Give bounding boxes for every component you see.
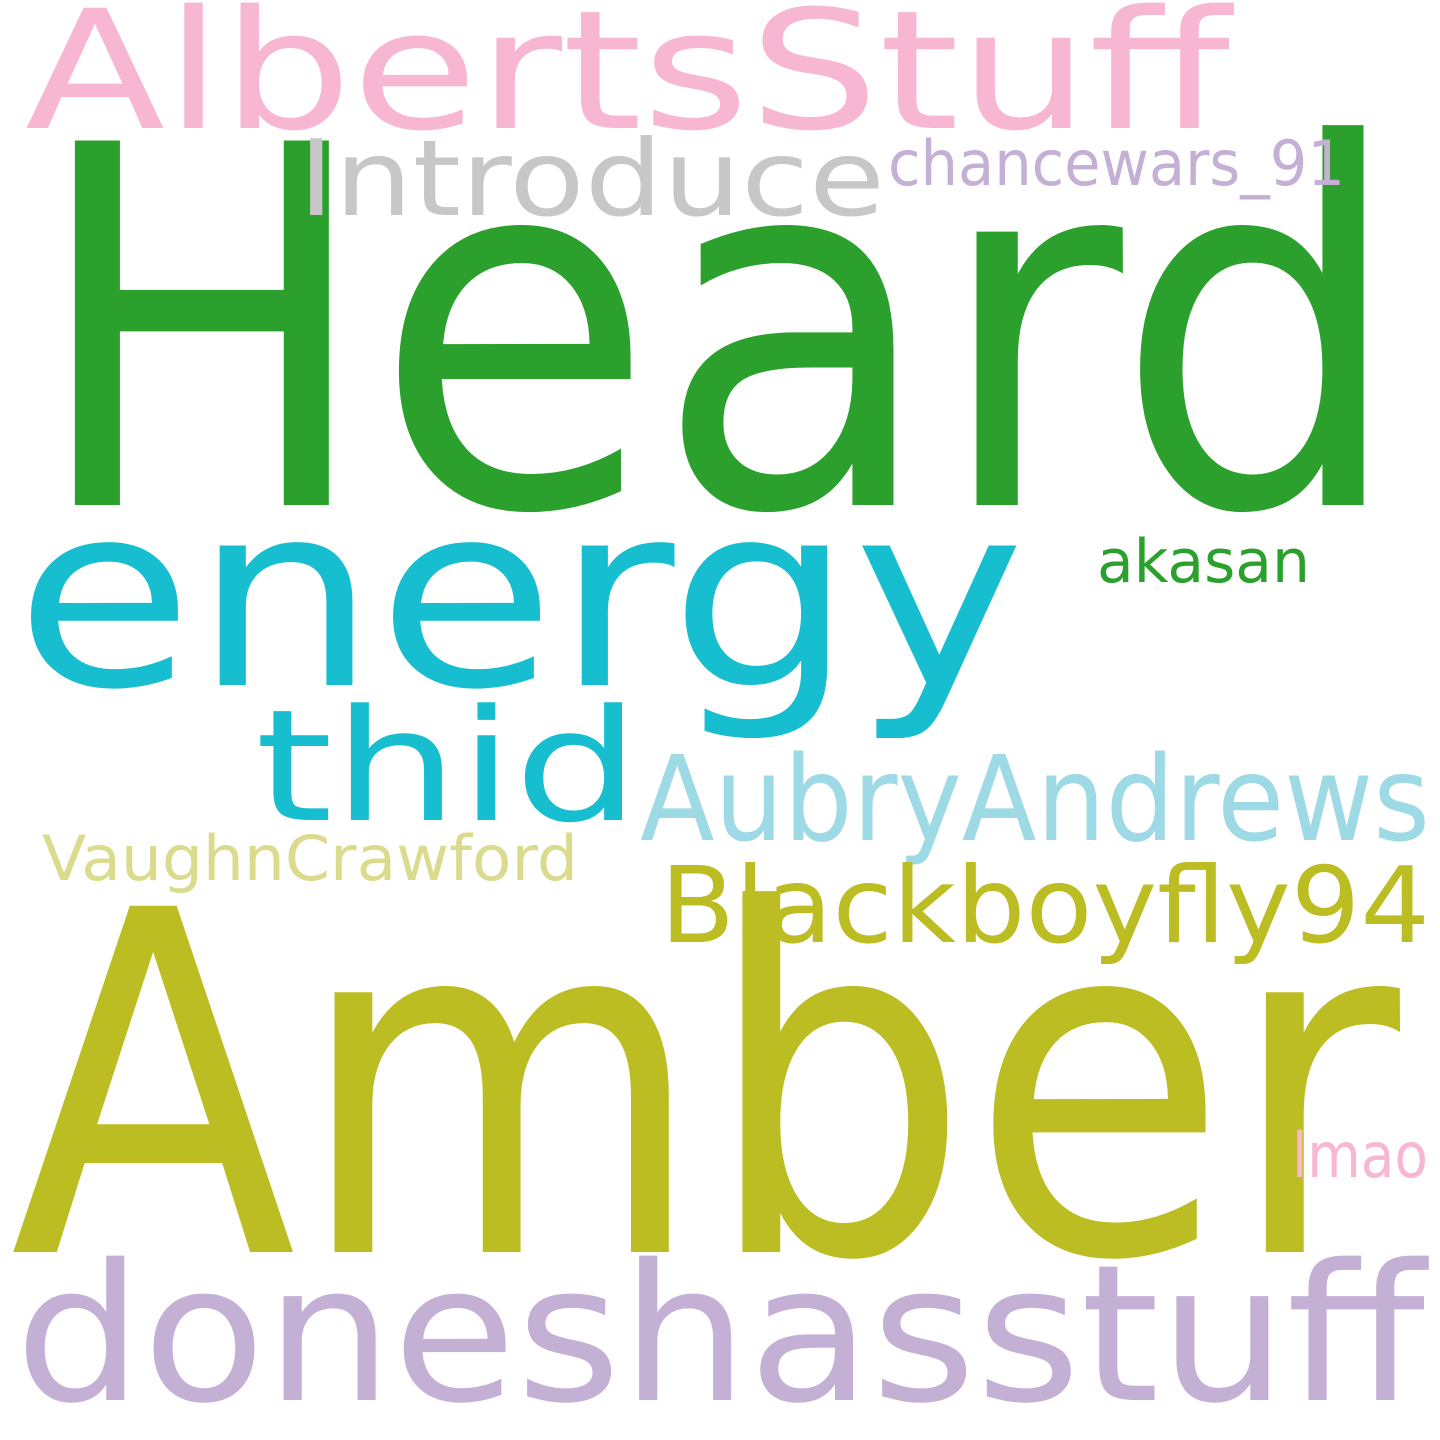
word: VaughnCrawford [42, 822, 578, 895]
word: lmao [1292, 1119, 1428, 1192]
word: Introduce [298, 118, 885, 240]
word: energy [15, 449, 1025, 746]
word: akasan [1097, 527, 1310, 597]
word: thid [255, 676, 640, 857]
word: doneshasstuff [15, 1224, 1429, 1440]
word: Heard [30, 41, 1405, 623]
word: chancewars_91 [888, 127, 1345, 200]
word: AlbertsStuff [25, 0, 1234, 167]
word: Amber [10, 812, 1404, 1365]
word: AubryAndrews [640, 730, 1430, 868]
word: Blackboyfly94 [660, 845, 1430, 967]
